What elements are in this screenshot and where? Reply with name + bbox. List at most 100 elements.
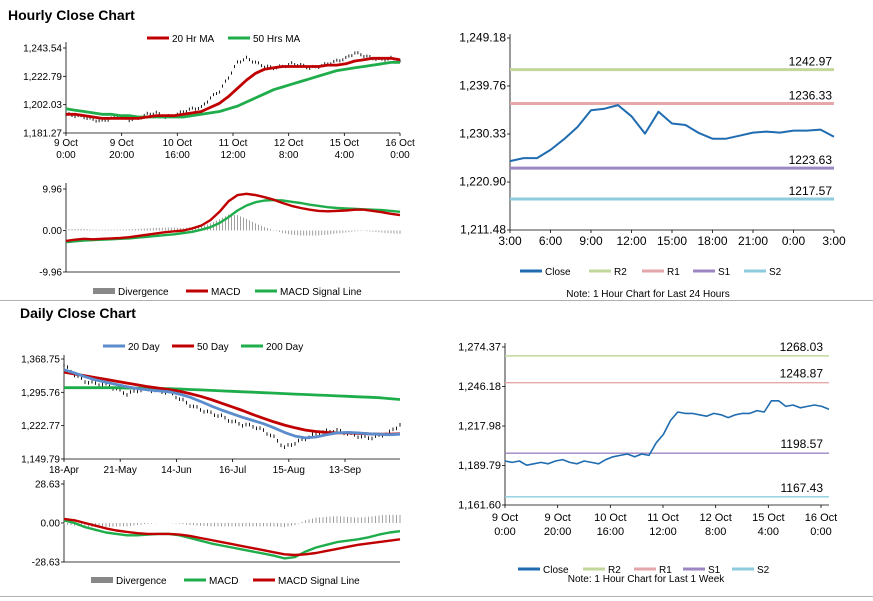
daily-macd-legend-label: Divergence [116,576,167,587]
hourly-macd-legend-label: MACD [211,287,240,298]
hourly-24h-legend-label: R1 [667,267,680,278]
daily-1week-xtick-time: 12:00 [649,526,677,538]
hourly-24h-xtick-label: 18:00 [697,234,727,248]
hourly-24h-level-label: 1217.57 [789,184,833,198]
daily-price-ytick-label: 1,368.75 [21,355,60,366]
daily-1week-close-line [504,399,830,467]
daily-macd-ytick-label: 0.00 [41,519,61,530]
hourly-macd-legend-label: Divergence [118,287,169,298]
hourly-24h-ytick-label: 1,230.33 [459,127,506,141]
hourly-24h-legend-label: Close [545,267,571,278]
hourly-price-xtick-date: 12 Oct [274,138,304,149]
hourly-price-xtick-date: 9 Oct [54,138,78,149]
hourly-macd-line [65,192,401,243]
daily-price-ytick-label: 1,222.77 [21,421,60,432]
hourly-24h-xtick-label: 3:00 [822,234,846,248]
daily-macd-line [63,519,401,560]
hourly-macd-legend-swatch [93,288,115,294]
daily-price-xtick-label: 18-Apr [49,465,80,476]
daily-1week-xtick-date: 11 Oct [647,512,679,524]
daily-1week-ytick-label: 1,189.79 [458,460,501,472]
daily-1week-xtick-time: 8:00 [705,526,726,538]
hourly-price-legend-label: 50 Hrs MA [253,34,301,45]
hourly-24h-xtick-label: 15:00 [657,234,687,248]
daily-price-xtick-label: 13-Sep [329,465,362,476]
hourly-macd-legend-label: MACD Signal Line [280,287,362,298]
daily-1week-level-label: 1167.43 [781,481,824,495]
hourly-24h-xtick-label: 3:00 [498,234,522,248]
hourly-price-xtick-time: 8:00 [279,150,299,161]
daily-1week-legend-label: S2 [757,565,770,576]
daily-50day-line [63,370,401,436]
daily-1week-ytick-label: 1,217.98 [458,421,501,433]
daily-1week-legend-label: R1 [659,565,672,576]
hourly-24h-ytick-label: 1,211.48 [460,223,506,237]
hourly-price-legend-label: 20 Hr MA [172,34,215,45]
daily-price-legend-label: 200 Day [266,342,303,353]
hourly-macd-ytick-label: -9.96 [39,268,62,279]
daily-macd-legend-swatch [91,577,113,583]
daily-1week-xtick-date: 9 Oct [492,512,518,524]
hourly-section-title: Hourly Close Chart [8,7,135,23]
daily-1week-note: Note: 1 Hour Chart for Last 1 Week [568,574,726,585]
daily-1week-ytick-label: 1,246.18 [458,381,501,393]
hourly-macd-ytick-label: 9.96 [43,185,63,196]
hourly-price-xtick-time: 4:00 [335,150,355,161]
hourly-24h-legend-label: S2 [769,267,782,278]
daily-price-legend-label: 50 Day [197,342,229,353]
hourly-price-xtick-time: 12:00 [220,150,245,161]
hourly-price-xtick-time: 0:00 [56,150,76,161]
bottom-divider [0,596,873,597]
hourly-20hr-ma-line [66,56,401,120]
daily-price-legend-label: 20 Day [128,342,160,353]
daily-1week-level-label: 1268.03 [780,340,824,354]
daily-20day-line [63,368,401,440]
hourly-macd-ytick-label: 0.00 [43,226,63,237]
hourly-price-xtick-date: 10 Oct [163,138,193,149]
hourly-macd-signal-line [65,198,401,244]
daily-1week-legend-label: R2 [608,565,621,576]
hourly-price-xtick-time: 20:00 [109,150,134,161]
hourly-24h-ytick-label: 1,239.76 [459,78,506,92]
daily-1week-xtick-time: 4:00 [758,526,779,538]
hourly-24h-xtick-label: 6:00 [539,234,563,248]
daily-price-xtick-label: 14-Jun [161,465,192,476]
hourly-24h-level-label: 1223.63 [789,153,833,167]
daily-macd-legend-label: MACD [209,576,238,587]
daily-1week-legend-label: Close [543,565,569,576]
daily-1week-legend-label: S1 [708,565,721,576]
hourly-24h-ytick-label: 1,220.90 [459,175,506,189]
hourly-price-ytick-label: 1,202.03 [23,100,62,111]
daily-macd-ytick-label: 28.63 [35,480,60,491]
hourly-price-xtick-date: 15 Oct [330,138,360,149]
daily-price-xtick-label: 15-Aug [273,465,305,476]
daily-price-xtick-label: 16-Jul [219,465,246,476]
hourly-24h-close-line [509,104,835,163]
hourly-24h-legend-label: S1 [718,267,731,278]
hourly-price-ytick-label: 1,243.54 [23,44,62,55]
hourly-price-xtick-time: 0:00 [390,150,410,161]
hourly-price-xtick-time: 16:00 [165,150,190,161]
hourly-24h-ytick-label: 1,249.18 [459,31,506,45]
daily-1week-xtick-date: 12 Oct [699,512,731,524]
hourly-price-xtick-date: 9 Oct [110,138,134,149]
daily-macd-ytick-label: -28.63 [32,558,61,569]
daily-200day-line [64,386,401,401]
daily-section-title: Daily Close Chart [20,305,136,321]
daily-price-xtick-label: 21-May [104,465,137,476]
daily-1week-xtick-date: 16 Oct [805,512,837,524]
hourly-24h-note: Note: 1 Hour Chart for Last 24 Hours [566,289,729,300]
daily-1week-level-label: 1248.87 [780,367,824,381]
daily-1week-xtick-time: 16:00 [597,526,625,538]
daily-macd-signal-line [63,517,401,557]
daily-1week-xtick-time: 20:00 [544,526,572,538]
hourly-price-xtick-date: 16 Oct [385,138,415,149]
hourly-50hr-ma-line [65,61,400,119]
hourly-24h-xtick-label: 0:00 [782,234,806,248]
hourly-24h-level-label: 1242.97 [789,55,833,69]
daily-1week-level-label: 1198.57 [781,437,824,451]
daily-price-ytick-label: 1,149.79 [21,455,60,466]
daily-1week-xtick-date: 15 Oct [752,512,784,524]
daily-1week-ytick-label: 1,274.37 [458,342,501,354]
